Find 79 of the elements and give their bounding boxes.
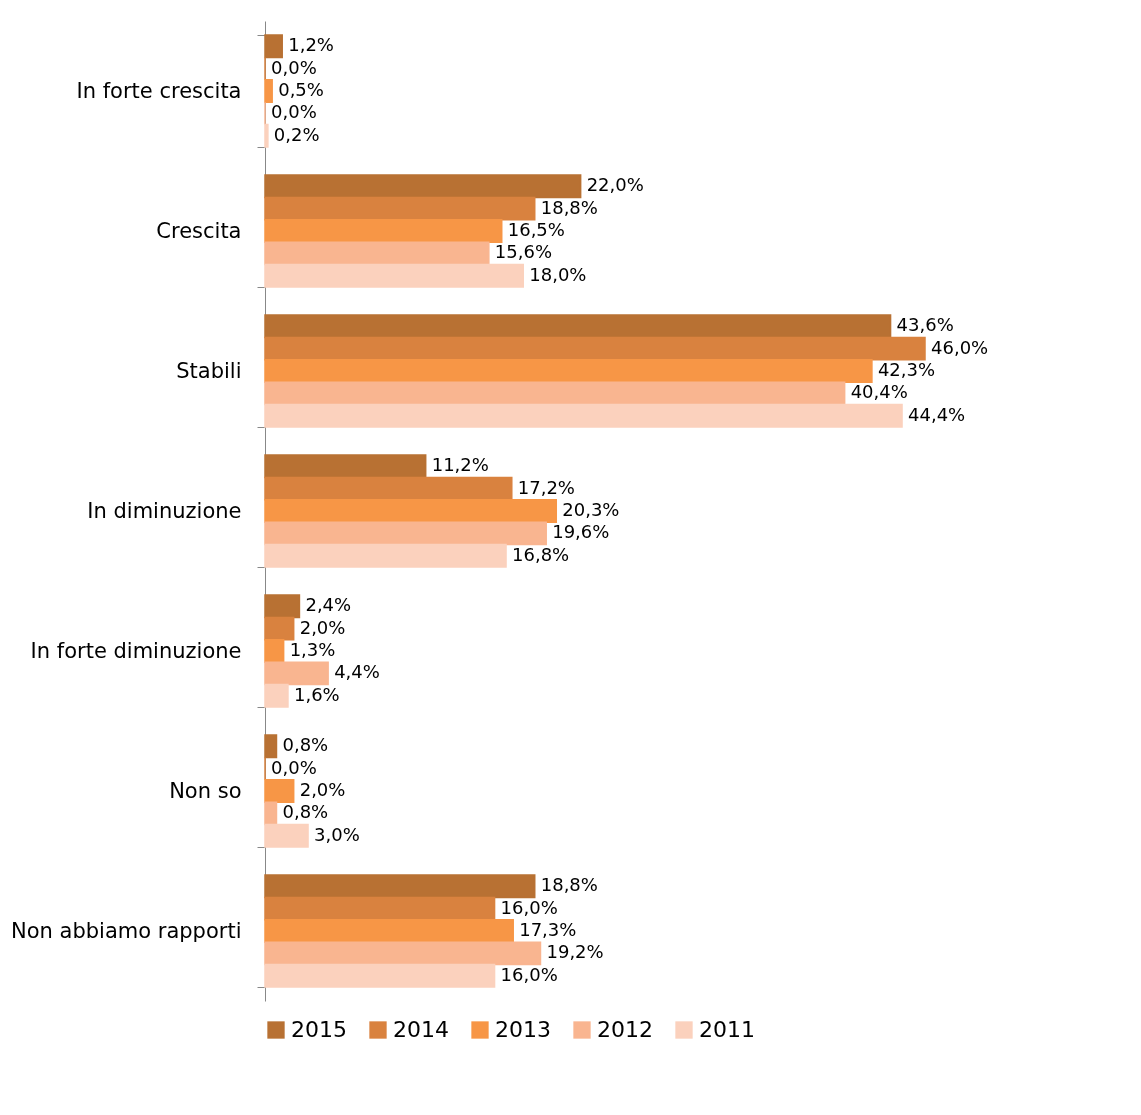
data-label: 16,0% bbox=[500, 896, 558, 918]
bar bbox=[264, 263, 525, 288]
bar bbox=[264, 381, 846, 406]
y-tick-label: Stabili bbox=[176, 358, 242, 383]
bar bbox=[264, 801, 278, 826]
data-label: 16,0% bbox=[500, 963, 558, 985]
data-label: 2,4% bbox=[305, 594, 352, 616]
data-label: 0,2% bbox=[273, 123, 320, 145]
data-label: 0,8% bbox=[282, 801, 329, 823]
bar bbox=[264, 779, 295, 803]
data-label: 0,0% bbox=[271, 56, 317, 78]
bar bbox=[264, 616, 295, 641]
bar bbox=[264, 499, 558, 523]
bar bbox=[264, 521, 547, 546]
bar bbox=[264, 403, 903, 428]
data-label: 4,4% bbox=[334, 661, 380, 683]
bar bbox=[264, 661, 329, 686]
legend-label: 2014 bbox=[393, 1017, 449, 1042]
data-label: 18,8% bbox=[540, 874, 598, 896]
data-label: 0,0% bbox=[271, 101, 317, 123]
data-label: 3,0% bbox=[314, 823, 360, 845]
data-label: 16,8% bbox=[512, 543, 570, 565]
bar bbox=[264, 639, 285, 663]
y-tick-label: Non so bbox=[169, 778, 242, 803]
data-label: 19,6% bbox=[552, 521, 610, 543]
data-label: 40,4% bbox=[850, 381, 908, 403]
legend-label: 2015 bbox=[291, 1017, 347, 1042]
data-label: 17,3% bbox=[519, 919, 577, 940]
data-label: 11,2% bbox=[431, 454, 489, 476]
data-label: 44,4% bbox=[908, 403, 966, 425]
data-label: 43,6% bbox=[896, 314, 954, 336]
data-label: 0,0% bbox=[271, 756, 317, 778]
data-label: 1,3% bbox=[289, 639, 336, 660]
data-label: 16,5% bbox=[507, 219, 565, 240]
data-label: 18,8% bbox=[540, 196, 598, 218]
data-label: 0,8% bbox=[282, 734, 329, 756]
data-label: 2,0% bbox=[299, 616, 346, 638]
bar bbox=[264, 543, 507, 568]
y-tick-label: In forte diminuzione bbox=[30, 638, 242, 663]
data-label: 15,6% bbox=[494, 241, 553, 263]
bar bbox=[264, 123, 269, 148]
bar bbox=[264, 359, 873, 383]
bar bbox=[264, 196, 536, 221]
legend-label: 2011 bbox=[699, 1017, 755, 1042]
bar bbox=[264, 963, 496, 988]
data-label: 0,5% bbox=[278, 79, 324, 100]
bar bbox=[264, 241, 490, 266]
data-label: 1,6% bbox=[293, 683, 340, 705]
bar bbox=[264, 314, 892, 339]
data-label: 1,2% bbox=[288, 34, 334, 56]
data-label: 2,0% bbox=[299, 779, 346, 800]
data-label: 17,2% bbox=[517, 476, 575, 498]
bar bbox=[264, 896, 496, 921]
bar bbox=[264, 874, 536, 899]
bar bbox=[264, 336, 926, 361]
data-label: 20,3% bbox=[562, 499, 620, 520]
bar bbox=[264, 941, 542, 966]
bar bbox=[264, 823, 309, 848]
bar bbox=[264, 919, 514, 943]
y-tick-label: In forte crescita bbox=[76, 78, 242, 103]
y-tick-label: Non abbiamo rapporti bbox=[11, 918, 242, 943]
bar bbox=[264, 476, 513, 501]
data-label: 22,0% bbox=[586, 174, 644, 196]
bar bbox=[264, 594, 301, 619]
data-label: 19,2% bbox=[546, 941, 604, 963]
bar bbox=[264, 34, 283, 59]
data-label: 42,3% bbox=[877, 359, 936, 380]
y-tick-label: In diminuzione bbox=[87, 498, 242, 523]
bar bbox=[264, 219, 503, 243]
bar bbox=[264, 683, 289, 708]
bar bbox=[264, 454, 427, 479]
legend-label: 2012 bbox=[597, 1017, 653, 1042]
bar bbox=[264, 174, 582, 199]
legend-label: 2013 bbox=[495, 1017, 551, 1042]
bar bbox=[264, 79, 273, 103]
data-label: 46,0% bbox=[931, 336, 989, 358]
y-tick-label: Crescita bbox=[156, 218, 242, 243]
bar bbox=[264, 734, 278, 759]
data-label: 18,0% bbox=[529, 263, 587, 285]
